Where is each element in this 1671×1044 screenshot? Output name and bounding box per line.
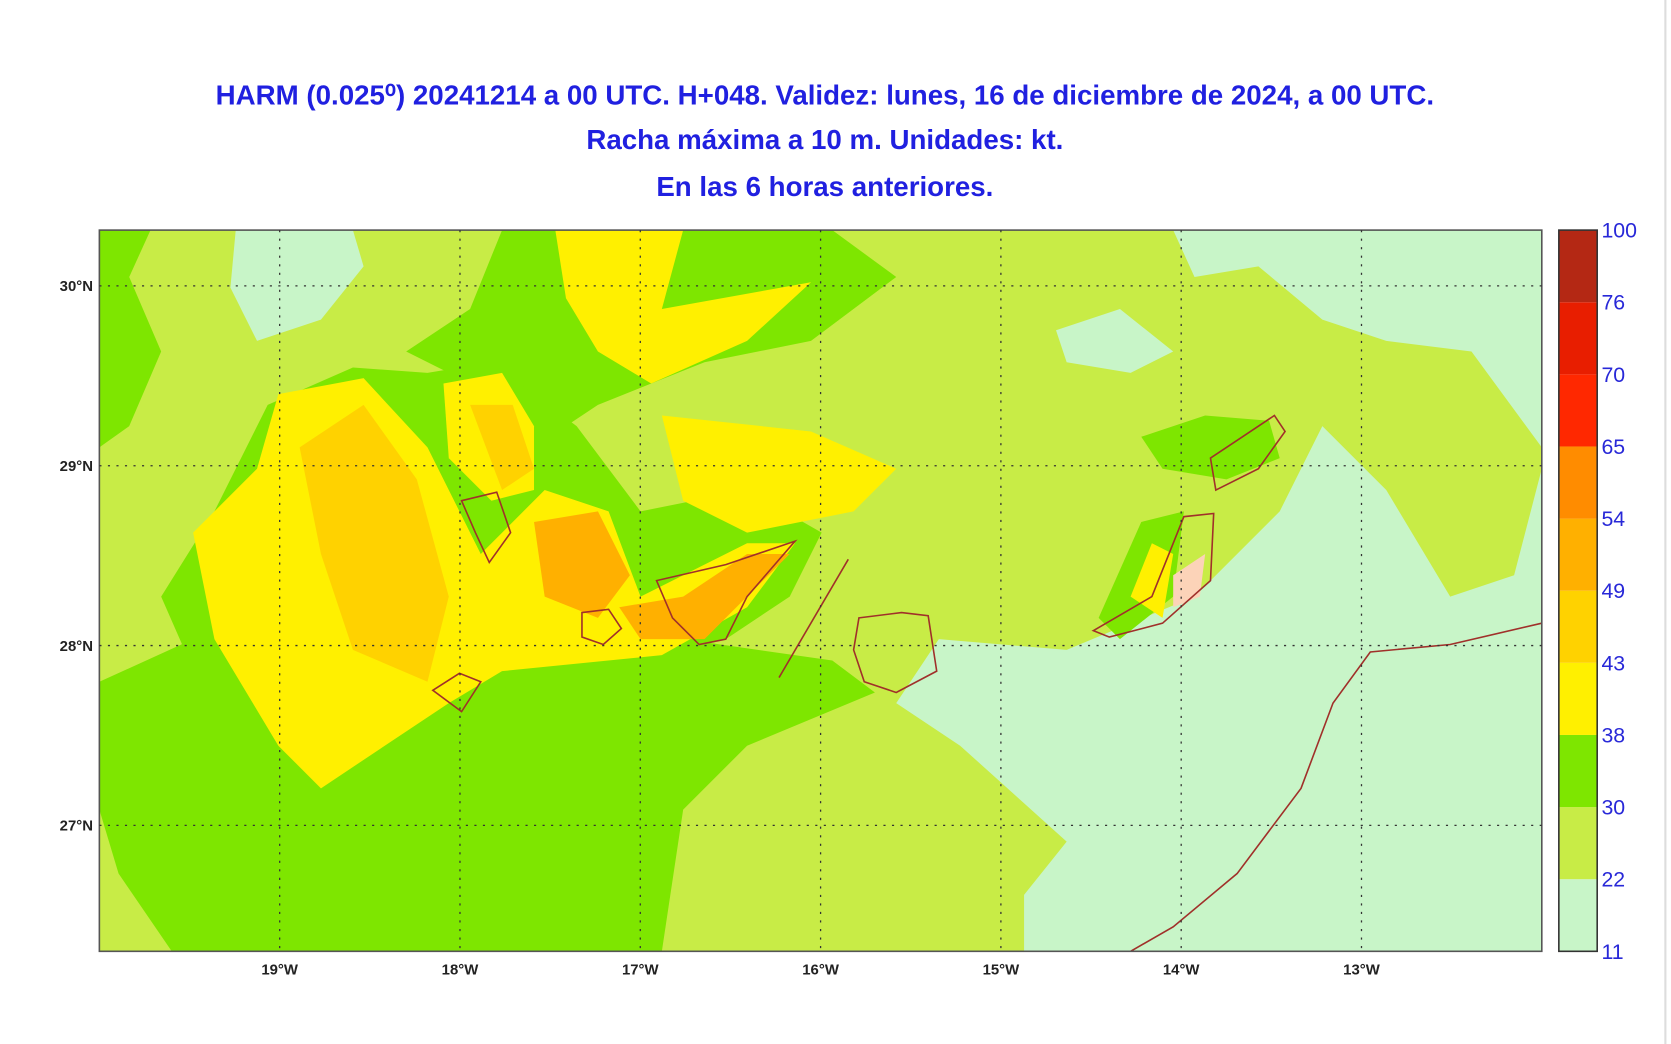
- colorbar-label: 22: [1601, 868, 1625, 892]
- lat-label: 29°N: [60, 459, 93, 475]
- lon-label: 15°W: [983, 963, 1021, 979]
- lat-label: 30°N: [60, 279, 93, 295]
- colorbar-swatch: [1558, 662, 1598, 735]
- lon-label: 16°W: [802, 963, 840, 979]
- wind-area: [1130, 543, 1174, 618]
- colorbar-swatch: [1558, 807, 1598, 880]
- map-field: [99, 230, 1542, 952]
- colorbar-label: 100: [1601, 219, 1637, 243]
- colorbar-frame: [1558, 229, 1598, 953]
- colorbar-label: 30: [1601, 796, 1625, 820]
- title-line: En las 6 horas anteriores.: [656, 171, 993, 202]
- wind-area: [534, 511, 630, 618]
- wind-area: [299, 404, 449, 682]
- colorbar-swatch: [1558, 590, 1598, 663]
- title-line: Racha máxima a 10 m. Unidades: kt.: [586, 124, 1063, 155]
- lon-label: 17°W: [622, 963, 660, 979]
- wind-area: [555, 230, 811, 384]
- wind-area: [896, 426, 1542, 952]
- wind-area: [470, 404, 535, 491]
- wind-area: [661, 415, 897, 533]
- coastlines: [431, 414, 1542, 952]
- colorbar-label: 38: [1601, 723, 1625, 747]
- colorbar-swatch: [1558, 879, 1598, 952]
- wind-area: [1173, 230, 1542, 448]
- colorbar-label: 49: [1601, 579, 1625, 603]
- colorbar-label: 11: [1601, 940, 1623, 964]
- lon-label: 13°W: [1343, 963, 1381, 979]
- colorbar-label: 43: [1601, 651, 1625, 675]
- wind-area: [99, 230, 162, 640]
- wind-area: [1141, 415, 1280, 480]
- colorbar-label: 65: [1601, 435, 1625, 459]
- wind-area: [1173, 553, 1206, 608]
- lat-label: 27°N: [60, 819, 93, 835]
- colorbar-swatch: [1558, 518, 1598, 591]
- colorbar-swatch: [1558, 374, 1598, 447]
- wind-area: [619, 553, 790, 640]
- colorbar-label: 76: [1601, 291, 1625, 315]
- colorbar-label: 70: [1601, 363, 1625, 387]
- lon-label: 14°W: [1163, 963, 1201, 979]
- colorbar-swatch: [1558, 230, 1598, 303]
- lon-label: 18°W: [442, 963, 480, 979]
- lon-label: 19°W: [261, 963, 299, 979]
- colorbar-swatch: [1558, 302, 1598, 375]
- lat-label: 28°N: [60, 639, 93, 655]
- wind-area: [1056, 308, 1174, 373]
- colorbar-swatch: [1558, 734, 1598, 808]
- title-line: HARM (0.025⁰) 20241214 a 00 UTC. H+048. …: [216, 79, 1434, 110]
- colorbar-swatch: [1558, 446, 1598, 519]
- colorbar-label: 54: [1601, 507, 1625, 531]
